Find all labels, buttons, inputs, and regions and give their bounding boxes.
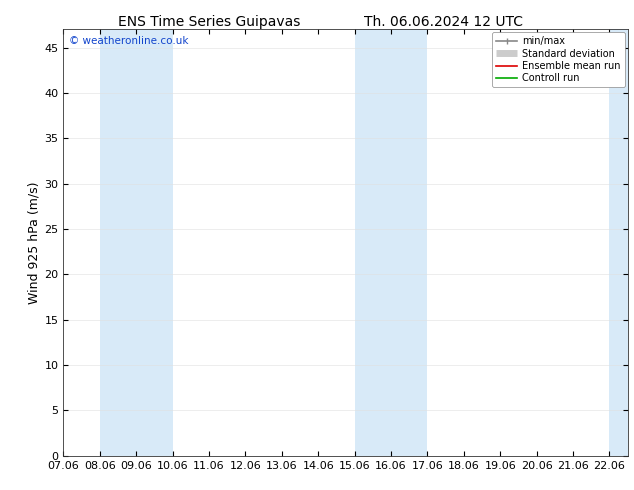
Bar	[609, 29, 628, 456]
Bar	[100, 29, 172, 456]
Bar	[354, 29, 427, 456]
Legend: min/max, Standard deviation, Ensemble mean run, Controll run: min/max, Standard deviation, Ensemble me…	[492, 32, 624, 87]
Text: ENS Time Series Guipavas: ENS Time Series Guipavas	[118, 15, 301, 29]
Text: Th. 06.06.2024 12 UTC: Th. 06.06.2024 12 UTC	[365, 15, 523, 29]
Text: © weatheronline.co.uk: © weatheronline.co.uk	[69, 36, 188, 46]
Y-axis label: Wind 925 hPa (m/s): Wind 925 hPa (m/s)	[27, 181, 40, 304]
